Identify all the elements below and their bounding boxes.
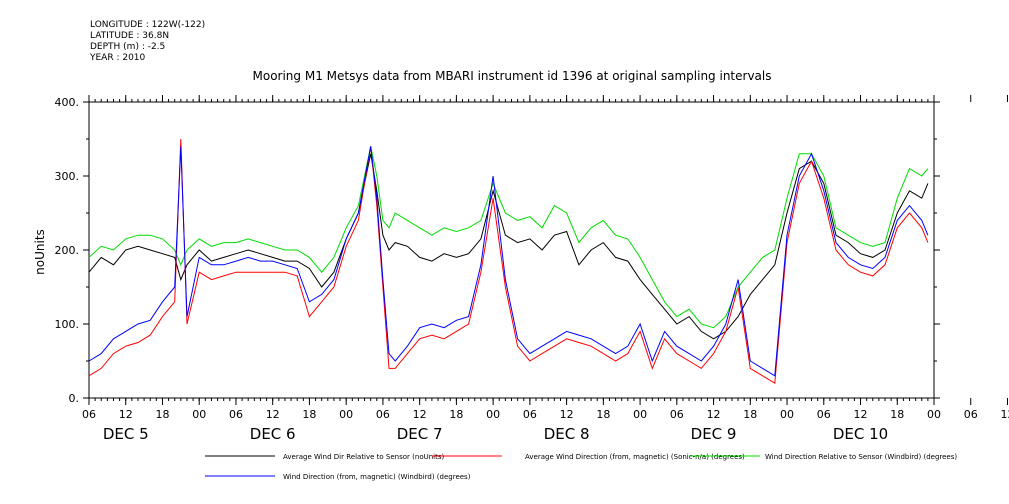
x-tick-label: 06 xyxy=(523,408,537,421)
y-tick-label: 400. xyxy=(55,96,80,109)
legend-label-3: Wind Direction (from, magnetic) (Windbir… xyxy=(283,473,471,481)
x-tick-label: 00 xyxy=(192,408,206,421)
x-tick-label: 12 xyxy=(560,408,574,421)
x-tick-label: 12 xyxy=(266,408,280,421)
x-tick-label: 00 xyxy=(780,408,794,421)
plot-frame xyxy=(88,101,935,399)
y-tick-label: 200. xyxy=(55,244,80,257)
legend-label-2: Wind Direction Relative to Sensor (Windb… xyxy=(765,453,957,461)
x-day-label: DEC 8 xyxy=(544,425,590,443)
x-tick-label: 00 xyxy=(339,408,353,421)
series-line-2 xyxy=(88,146,929,329)
x-tick-label: 06 xyxy=(82,408,96,421)
x-tick-label: 06 xyxy=(229,408,243,421)
x-tick-label: 18 xyxy=(890,408,904,421)
x-day-label: DEC 9 xyxy=(691,425,737,443)
x-day-label: DEC 10 xyxy=(833,425,888,443)
series-line-0 xyxy=(88,153,929,340)
x-tick-label: 00 xyxy=(633,408,647,421)
legend-label-1: Average Wind Direction (from, magnetic) … xyxy=(525,453,745,461)
x-tick-label: 06 xyxy=(670,408,684,421)
y-tick-label: 300. xyxy=(55,170,80,183)
legend: Average Wind Dir Relative to Sensor (noU… xyxy=(205,453,957,481)
x-tick-label: 18 xyxy=(449,408,463,421)
x-tick-label: 12 xyxy=(413,408,427,421)
x-tick-label: 06 xyxy=(376,408,390,421)
x-tick-label: 06 xyxy=(964,408,978,421)
metadata-block: LONGITUDE : 122W(-122) LATITUDE : 36.8N … xyxy=(90,20,205,64)
series-layer xyxy=(88,138,929,385)
series-line-3 xyxy=(88,146,929,377)
x-tick-label: 18 xyxy=(596,408,610,421)
chart-title: Mooring M1 Metsys data from MBARI instru… xyxy=(253,69,772,83)
plot-border xyxy=(88,101,935,399)
x-tick-label: 12 xyxy=(1000,408,1009,421)
y-tick-label: 0. xyxy=(69,392,80,405)
x-day-label: DEC 7 xyxy=(397,425,443,443)
meta-year: YEAR : 2010 xyxy=(90,53,146,63)
x-tick-label: 18 xyxy=(302,408,316,421)
meta-depth: DEPTH (m) : -2.5 xyxy=(90,42,166,52)
x-tick-label: 12 xyxy=(707,408,721,421)
series-line-1 xyxy=(88,138,929,385)
x-day-label: DEC 5 xyxy=(103,425,149,443)
x-day-label: DEC 6 xyxy=(250,425,296,443)
x-tick-label: 18 xyxy=(743,408,757,421)
meta-latitude: LATITUDE : 36.8N xyxy=(90,31,170,41)
y-axis-label: noUnits xyxy=(33,229,47,275)
x-tick-label: 00 xyxy=(486,408,500,421)
x-tick-label: 12 xyxy=(119,408,133,421)
x-tick-label: 00 xyxy=(927,408,941,421)
axis-layer: 0. 100. 200. 300. 400. 06 12 18 00 06 12 18 00 06 12 18… xyxy=(55,95,1009,443)
x-tick-label: 12 xyxy=(854,408,868,421)
legend-label-0: Average Wind Dir Relative to Sensor (noU… xyxy=(283,453,444,461)
meta-longitude: LONGITUDE : 122W(-122) xyxy=(90,20,206,30)
x-tick-label: 06 xyxy=(817,408,831,421)
y-tick-label: 100. xyxy=(55,318,80,331)
x-tick-label: 18 xyxy=(155,408,169,421)
